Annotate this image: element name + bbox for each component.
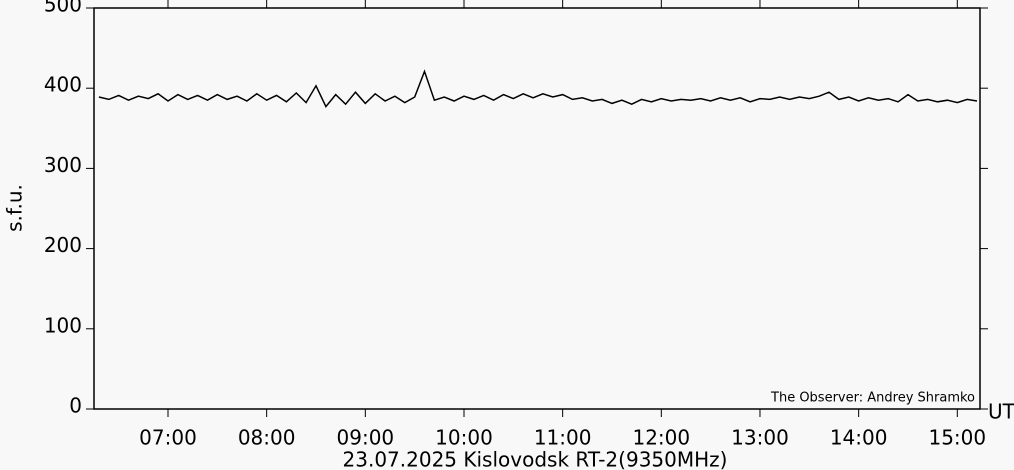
- x-tick-label: 11:00: [534, 426, 592, 450]
- x-tick-label: 13:00: [731, 426, 789, 450]
- y-tick-label: 200: [44, 233, 82, 257]
- y-tick-label: 400: [44, 73, 82, 97]
- annotation: The Observer: Andrey Shramko: [770, 391, 975, 406]
- y-tick-label: 0: [69, 394, 82, 418]
- x-tick-label: 09:00: [337, 426, 395, 450]
- y-tick-label: 300: [44, 153, 82, 177]
- x-axis-label: 23.07.2025 Kislovodsk RT-2(9350MHz): [343, 448, 728, 470]
- y-tick-label: 100: [44, 313, 82, 337]
- y-axis-label: s.f.u.: [3, 184, 27, 232]
- x-tick-label: 08:00: [238, 426, 296, 450]
- x-tick-label: 14:00: [830, 426, 888, 450]
- plot-frame: [93, 7, 981, 410]
- y-tick-label: 500: [44, 0, 82, 17]
- x-tick-label: 10:00: [435, 426, 493, 450]
- x-tick-label: 07:00: [139, 426, 197, 450]
- data-line: [98, 69, 978, 108]
- x-tick-label: 12:00: [632, 426, 690, 450]
- x-tick-label: 15:00: [928, 426, 986, 450]
- x-unit: UT: [988, 400, 1014, 424]
